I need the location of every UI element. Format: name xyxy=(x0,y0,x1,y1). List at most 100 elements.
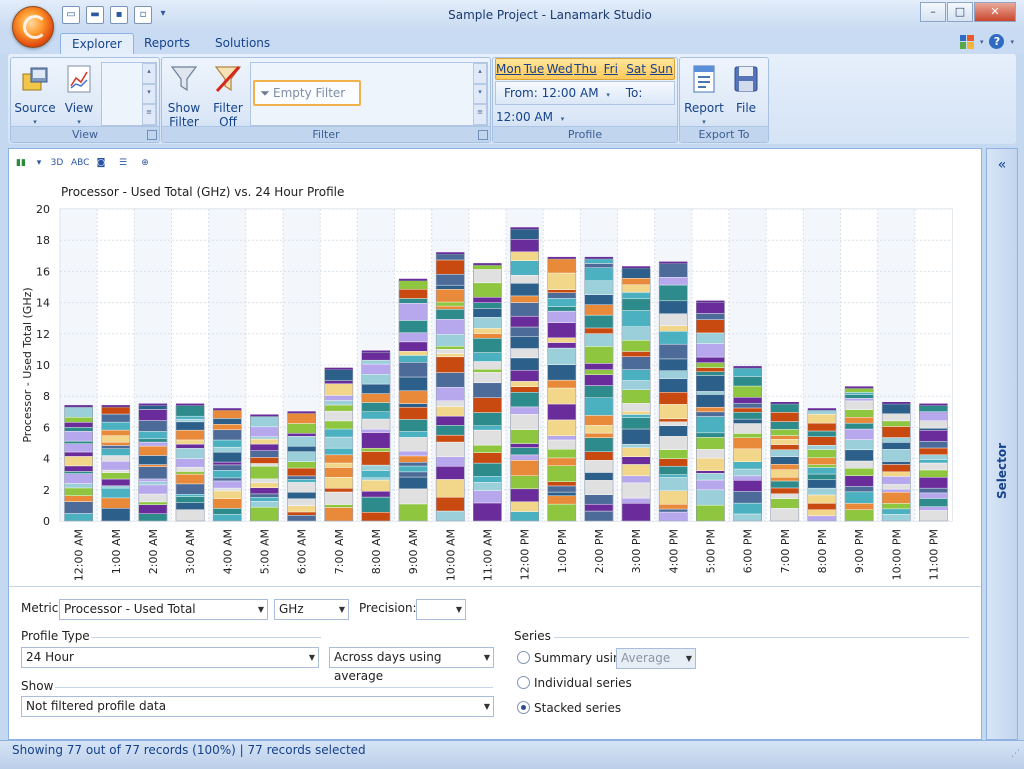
resize-grip-icon[interactable]: ⋰ xyxy=(1011,749,1020,759)
stacked-segment xyxy=(807,473,837,480)
show-filter-button[interactable]: Show Filter xyxy=(162,62,206,129)
print-icon[interactable]: ▫ xyxy=(134,6,152,24)
filter-gallery-down-icon[interactable]: ▾ xyxy=(473,83,487,105)
stacked-series-radio[interactable]: Stacked series xyxy=(517,701,621,715)
unit-select[interactable]: GHz ▼ xyxy=(274,599,349,620)
stacked-segment xyxy=(510,229,539,240)
stacked-segment xyxy=(658,508,688,513)
style-grid-icon[interactable] xyxy=(959,34,974,49)
stacked-segment xyxy=(547,495,577,505)
view-button[interactable]: View ▾ xyxy=(57,62,101,129)
chart-type-dropdown-icon[interactable]: ▾ xyxy=(36,158,42,168)
stacked-segment xyxy=(101,478,131,486)
stacked-segment xyxy=(547,342,577,349)
filter-off-button[interactable]: Filter Off xyxy=(206,62,250,129)
stacked-segment xyxy=(510,336,539,349)
chart-type-icon[interactable]: ▮▮ xyxy=(16,158,26,168)
show-select[interactable]: Not filtered profile data ▼ xyxy=(21,696,494,717)
stacked-segment xyxy=(287,492,316,499)
day-fri[interactable]: Fri xyxy=(603,62,618,76)
day-sun[interactable]: Sun xyxy=(649,62,673,76)
stacked-segment xyxy=(212,470,242,479)
stacked-segment xyxy=(361,470,391,478)
stacked-segment xyxy=(770,493,800,499)
individual-series-radio[interactable]: Individual series xyxy=(517,676,632,690)
day-wed[interactable]: Wed xyxy=(546,62,573,76)
tab-explorer[interactable]: Explorer xyxy=(60,33,134,55)
stacked-segment xyxy=(621,298,651,311)
stacked-segment xyxy=(510,370,539,382)
stacked-segment xyxy=(435,415,465,426)
day-mon[interactable]: Mon xyxy=(496,62,522,76)
chart-view-icon xyxy=(67,65,91,93)
maximize-button[interactable]: □ xyxy=(947,2,973,22)
stacked-segment xyxy=(658,504,688,510)
stacked-segment xyxy=(770,435,800,440)
stacked-segment xyxy=(473,444,502,453)
empty-filter-chip[interactable]: ⏷ Empty Filter xyxy=(253,80,361,106)
view-dialog-launcher[interactable] xyxy=(147,130,157,140)
application-orb-button[interactable] xyxy=(12,6,54,48)
gallery-more-icon[interactable]: ≡ xyxy=(142,104,156,126)
x-tick-label: 12:00 AM xyxy=(73,529,86,581)
stacked-segment xyxy=(435,319,465,335)
metric-select[interactable]: Processor - Used Total ▼ xyxy=(59,599,268,620)
stacked-segment xyxy=(64,422,93,428)
stacked-segment xyxy=(919,428,948,431)
bar xyxy=(324,369,354,522)
stacked-segment xyxy=(547,298,577,307)
help-icon[interactable]: ? xyxy=(989,34,1005,49)
stacked-segment xyxy=(844,439,874,451)
precision-select[interactable]: ▼ xyxy=(416,599,466,620)
qat-dropdown-icon[interactable]: ▾ xyxy=(160,8,166,19)
to-time-dropdown[interactable]: To: 12:00 AM ▾ xyxy=(496,86,643,124)
stacked-segment xyxy=(919,510,948,522)
day-thu[interactable]: Thu xyxy=(574,62,597,76)
summary-select[interactable]: Average ▼ xyxy=(616,648,696,669)
filter-gallery-more-icon[interactable]: ≡ xyxy=(473,104,487,126)
report-button[interactable]: Report ▾ xyxy=(682,62,726,129)
day-sat[interactable]: Sat xyxy=(626,62,646,76)
collapse-chevron-icon[interactable]: « xyxy=(997,157,1007,173)
stacked-segment xyxy=(287,446,316,452)
stacked-segment xyxy=(510,381,539,387)
stacked-segment xyxy=(696,411,725,417)
screenshot-icon[interactable]: ◙ xyxy=(96,158,106,168)
stacked-segment xyxy=(510,475,539,490)
zoom-icon[interactable]: ⊕ xyxy=(141,158,149,168)
stacked-segment xyxy=(138,438,168,443)
stacked-segment xyxy=(584,480,614,495)
tab-solutions[interactable]: Solutions xyxy=(215,36,271,50)
selector-panel[interactable]: « Selector xyxy=(986,148,1018,740)
file-button[interactable]: File xyxy=(724,62,768,115)
stacked-segment xyxy=(138,409,168,421)
save-icon[interactable]: ▪ xyxy=(110,6,128,24)
stacked-segment xyxy=(361,363,391,375)
from-time-dropdown[interactable]: From: 12:00 AM ▾ xyxy=(504,86,610,100)
open-folder-icon[interactable]: ▬ xyxy=(86,6,104,24)
across-days-select[interactable]: Across days using average ▼ xyxy=(329,647,494,683)
source-button[interactable]: Source ▾ xyxy=(13,62,57,129)
window-controls: – □ ✕ xyxy=(920,2,1016,22)
title-bar: ▭ ▬ ▪ ▫ ▾ Sample Project - Lanamark Stud… xyxy=(0,0,1024,30)
minimize-button[interactable]: – xyxy=(920,2,946,22)
tab-reports[interactable]: Reports xyxy=(144,36,191,50)
stacked-segment xyxy=(733,480,762,492)
filter-dialog-launcher[interactable] xyxy=(478,130,488,140)
stacked-segment xyxy=(250,478,279,483)
summary-radio[interactable]: Summary using xyxy=(517,651,628,665)
view-gallery[interactable]: ▴ ▾ ≡ xyxy=(101,62,157,126)
gallery-down-icon[interactable]: ▾ xyxy=(142,83,156,105)
gallery-up-icon[interactable]: ▴ xyxy=(142,63,156,84)
profile-type-select[interactable]: 24 Hour ▼ xyxy=(21,647,319,668)
3d-icon[interactable]: 3D xyxy=(50,158,64,168)
day-tue[interactable]: Tue xyxy=(523,62,545,76)
stacked-segment xyxy=(733,418,762,424)
filter-gallery-up-icon[interactable]: ▴ xyxy=(473,63,487,84)
stacked-segment xyxy=(510,302,539,317)
data-labels-icon[interactable]: ABC xyxy=(71,158,90,168)
new-file-icon[interactable]: ▭ xyxy=(62,6,80,24)
x-tick-label: 2:00 PM xyxy=(593,529,606,573)
close-button[interactable]: ✕ xyxy=(974,2,1016,22)
legend-icon[interactable]: ☰ xyxy=(118,158,128,168)
